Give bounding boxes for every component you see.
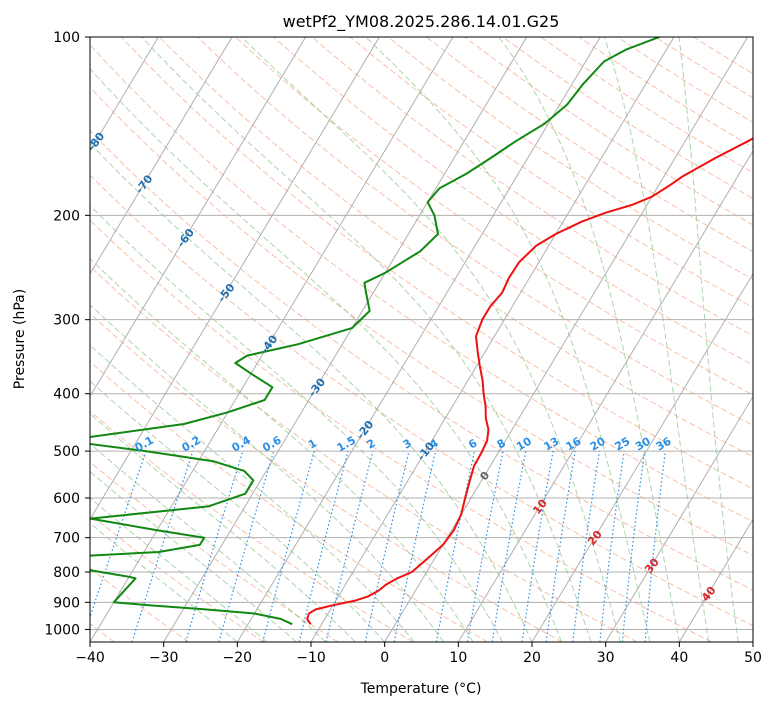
- isotherm-line: [457, 149, 753, 642]
- profiles: [90, 37, 753, 626]
- dry-adiabat-line: [90, 130, 753, 591]
- dry-adiabat-line: [90, 312, 563, 642]
- x-tick-label: −30: [149, 650, 179, 666]
- mixing-ratio-line: [521, 450, 554, 642]
- dry-adiabat-line: [158, 37, 753, 458]
- x-axis-ticks: −40 −30 −20 −10 0 10 20 30 40 50: [75, 642, 762, 666]
- moist-adiabat-line: [90, 380, 386, 642]
- dry-adiabat-line: [349, 37, 753, 308]
- temperature-profile-line: [306, 137, 753, 625]
- dry-adiabat-line: [90, 219, 712, 642]
- x-axis-title: Temperature (°C): [360, 681, 482, 697]
- moist-adiabat-line: [498, 37, 680, 642]
- x-tick-label: −20: [223, 650, 253, 666]
- mixing-ratio-line: [393, 450, 437, 642]
- moist-adiabat-line: [90, 344, 415, 642]
- moist-adiabats: [90, 37, 739, 642]
- x-tick-label: −40: [75, 650, 105, 666]
- moist-adiabat-line: [90, 442, 327, 642]
- dry-adiabat-line: [90, 43, 753, 523]
- mixing-ratio-line: [131, 450, 194, 642]
- y-tick-label: 500: [53, 444, 80, 460]
- y-tick-label: 1000: [44, 622, 80, 638]
- isotherm-line: [310, 37, 675, 642]
- x-tick-label: 40: [670, 650, 688, 666]
- mixing-ratio-line: [325, 450, 374, 642]
- moist-adiabat-line: [90, 304, 444, 642]
- y-tick-label: 400: [53, 387, 80, 403]
- x-tick-label: 10: [449, 650, 467, 666]
- y-tick-label: 200: [53, 208, 80, 224]
- isotherm-line: [531, 272, 753, 642]
- dry-adiabat-line: [273, 37, 753, 366]
- dry-adiabat-line: [90, 360, 488, 642]
- mixing-ratio-lines: [90, 450, 666, 642]
- dry-adiabat-line: [197, 37, 753, 427]
- y-tick-label: 600: [53, 491, 80, 507]
- moist-adiabat-line: [90, 470, 297, 642]
- x-tick-label: 0: [380, 650, 389, 666]
- y-axis-ticks: 1000 900 800 700 600 500 400 300 200 100: [44, 30, 90, 638]
- moist-adiabat-line: [90, 142, 533, 642]
- dry-adiabat-line: [90, 461, 339, 642]
- moist-adiabat-line: [90, 68, 562, 642]
- moist-adiabat-line: [678, 37, 739, 642]
- isotherm-line: [90, 37, 380, 521]
- y-tick-label: 700: [53, 531, 80, 547]
- y-tick-label: 300: [53, 313, 80, 329]
- plot-frame: [89, 36, 754, 643]
- y-axis-title: Pressure (hPa): [12, 289, 28, 389]
- mixing-ratio-line: [545, 451, 576, 642]
- y-tick-label: 900: [53, 595, 80, 611]
- mixing-ratio-line: [218, 450, 275, 642]
- isotherm-line: [236, 37, 601, 642]
- chart-title: wetPf2_YM08.2025.286.14.01.G25: [283, 12, 560, 32]
- mixing-ratio-line: [262, 450, 315, 642]
- moist-adiabat-line: [241, 37, 621, 642]
- dry-adiabat-line: [90, 513, 264, 642]
- isotherm-line: [678, 518, 753, 642]
- mixing-ratio-line: [185, 450, 244, 642]
- dry-adiabat-line: [90, 174, 753, 627]
- x-tick-label: 20: [523, 650, 541, 666]
- x-tick-label: 50: [744, 650, 762, 666]
- mixing-ratio-line: [621, 451, 646, 642]
- moist-adiabat-line: [90, 204, 503, 642]
- mixing-ratio-line: [572, 451, 601, 642]
- isotherm-line: [90, 37, 159, 152]
- plot-area: [90, 37, 753, 642]
- isotherm-line: [90, 37, 454, 642]
- mixing-ratio-line: [364, 450, 410, 642]
- x-tick-label: 30: [597, 650, 615, 666]
- isotherm-line: [163, 37, 528, 642]
- background-lines: [90, 37, 753, 642]
- mixing-ratio-line: [644, 451, 666, 642]
- isotherm-line: [90, 37, 233, 275]
- mixing-ratio-line: [599, 451, 625, 642]
- isotherm-line: [605, 395, 753, 642]
- dry-adiabat-line: [120, 37, 753, 490]
- moist-adiabat-line: [90, 522, 238, 642]
- dry-adiabat-line: [90, 265, 638, 642]
- isotherm-line: [90, 37, 307, 398]
- x-tick-label: −10: [296, 650, 326, 666]
- y-tick-label: 800: [53, 565, 80, 581]
- mixing-ratio-line: [298, 450, 349, 642]
- dewpoint-profile-line: [90, 37, 660, 626]
- y-tick-label: 100: [53, 30, 80, 46]
- moist-adiabat-line: [141, 37, 592, 642]
- dry-adiabats: [90, 37, 753, 642]
- moist-adiabat-line: [603, 37, 710, 642]
